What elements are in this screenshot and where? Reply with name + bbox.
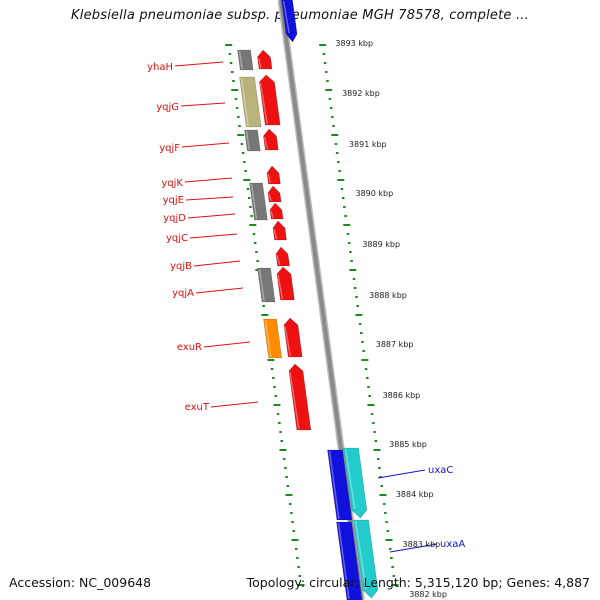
gene-label-exuT: exuT xyxy=(185,402,210,413)
cds-uxaA-highlight xyxy=(337,522,350,600)
gene-label-yqjE: yqjE xyxy=(163,195,184,206)
gene-arrow-top-highlight xyxy=(282,0,290,34)
gene-label-yqjF: yqjF xyxy=(159,143,180,154)
leader-line-yqjC xyxy=(189,233,238,239)
leader-line-yqjG xyxy=(180,102,226,107)
gene-exuR-highlight xyxy=(284,325,291,357)
kbp-label-0: 3893 kbp xyxy=(335,39,373,48)
gene-yqjK xyxy=(266,165,281,185)
gene-label-yqjC: yqjC xyxy=(166,233,188,244)
cds-uxaC-highlight xyxy=(328,450,340,520)
cds-yhaH-highlight xyxy=(238,50,243,70)
gene-label-yqjK: yqjK xyxy=(161,178,183,189)
leader-line-yqjB xyxy=(193,260,241,267)
axis-ticks-right xyxy=(319,44,399,586)
leader-line-yqjK xyxy=(184,177,233,183)
axis-ticks-left xyxy=(225,44,305,586)
gene-yqjE-highlight xyxy=(268,193,272,202)
gene-exuT-highlight xyxy=(289,371,300,430)
cds-yqjA xyxy=(257,267,276,303)
cds-yqjE-yqjD xyxy=(249,182,268,221)
gene-yqjA-highlight xyxy=(277,274,284,300)
leader-line-uxaC xyxy=(377,469,426,479)
gene-yqjE xyxy=(267,185,282,203)
gene-label-exuR: exuR xyxy=(177,342,202,353)
cds-yqjE-yqjD-highlight xyxy=(250,183,258,220)
gene-label-yqjG: yqjG xyxy=(156,102,179,113)
kbp-label-6: 3887 kbp xyxy=(376,340,414,349)
kbp-label-3: 3890 kbp xyxy=(356,189,394,198)
gene-yhaH-highlight xyxy=(257,57,262,69)
leader-line-yqjA xyxy=(195,287,244,294)
cds-yqjG xyxy=(239,76,262,128)
gene-label-yqjB: yqjB xyxy=(170,261,192,272)
gene-yqjC xyxy=(272,220,287,241)
kbp-label-2: 3891 kbp xyxy=(349,140,387,149)
gene-yqjC-highlight xyxy=(273,228,278,240)
kbp-labels: 3893 kbp 3892 kbp 3891 kbp 3890 kbp 3889 kbp… xyxy=(335,39,447,599)
kbp-label-9: 3884 kbp xyxy=(396,490,434,499)
gene-label-uxaA: uxaA xyxy=(440,539,465,550)
cds-uxaA xyxy=(336,521,363,600)
gene-yqjB xyxy=(275,246,290,267)
gene-labels: yhaH yqjG yqjF yqjK yqjE yqjD yqjC yqjB yqjA exuR… xyxy=(147,62,465,550)
gene-features xyxy=(257,0,379,599)
leader-line-uxaA xyxy=(389,543,438,553)
cds-exuR-highlight xyxy=(264,319,272,358)
gene-exuR xyxy=(283,317,303,358)
gene-yqjG xyxy=(259,74,281,126)
leader-line-yqjD xyxy=(187,213,236,219)
gene-yqjD xyxy=(269,202,284,220)
gene-yqjF-highlight xyxy=(263,136,269,150)
map-title: Klebsiella pneumoniae subsp. pneumoniae … xyxy=(71,8,529,23)
cds-features xyxy=(237,49,363,600)
gene-arrow-top xyxy=(281,0,298,43)
gene-label-yqjA: yqjA xyxy=(172,288,194,299)
gene-yhaH xyxy=(257,49,273,70)
gene-yqjG-highlight xyxy=(259,82,268,125)
gene-label-yhaH: yhaH xyxy=(147,62,173,73)
gene-uxaC-highlight xyxy=(344,448,356,510)
cds-yqjG-highlight xyxy=(240,77,249,127)
accession-text: Accession: NC_009648 xyxy=(9,575,152,590)
kbp-label-8: 3885 kbp xyxy=(389,440,427,449)
leader-line-yhaH xyxy=(174,61,224,67)
cds-yqjA-highlight xyxy=(258,268,265,302)
cds-uxaC xyxy=(327,449,353,521)
kbp-label-11: 3882 kbp xyxy=(409,590,447,599)
gene-yqjD-highlight xyxy=(270,210,274,219)
topology-text: Topology: circular; Length: 5,315,120 bp… xyxy=(246,575,590,590)
gene-yqjF xyxy=(263,128,279,151)
gene-uxaA xyxy=(353,519,379,599)
cds-yhaH xyxy=(237,49,254,71)
kbp-label-10: 3883 kbp xyxy=(403,540,441,549)
leader-line-yqjE xyxy=(185,196,234,201)
gene-yqjA xyxy=(276,266,295,301)
leader-line-exuT xyxy=(210,401,259,408)
cds-exuR xyxy=(263,318,283,359)
cds-yqjF xyxy=(244,129,261,152)
gene-yqjB-highlight xyxy=(276,254,281,266)
cds-yqjF-highlight xyxy=(245,130,251,151)
label-leader-lines xyxy=(174,61,438,553)
gene-label-uxaC: uxaC xyxy=(428,465,453,476)
gene-uxaC xyxy=(343,447,368,519)
gene-exuT xyxy=(288,363,312,431)
kbp-label-1: 3892 kbp xyxy=(342,89,380,98)
kbp-label-4: 3889 kbp xyxy=(362,240,400,249)
kbp-label-5: 3888 kbp xyxy=(369,291,407,300)
leader-line-yqjF xyxy=(181,142,230,148)
gene-uxaA-highlight xyxy=(354,520,367,590)
gene-label-yqjD: yqjD xyxy=(163,213,186,224)
kbp-label-7: 3886 kbp xyxy=(383,391,421,400)
leader-line-exuR xyxy=(203,341,251,348)
gene-yqjK-highlight xyxy=(267,173,272,184)
